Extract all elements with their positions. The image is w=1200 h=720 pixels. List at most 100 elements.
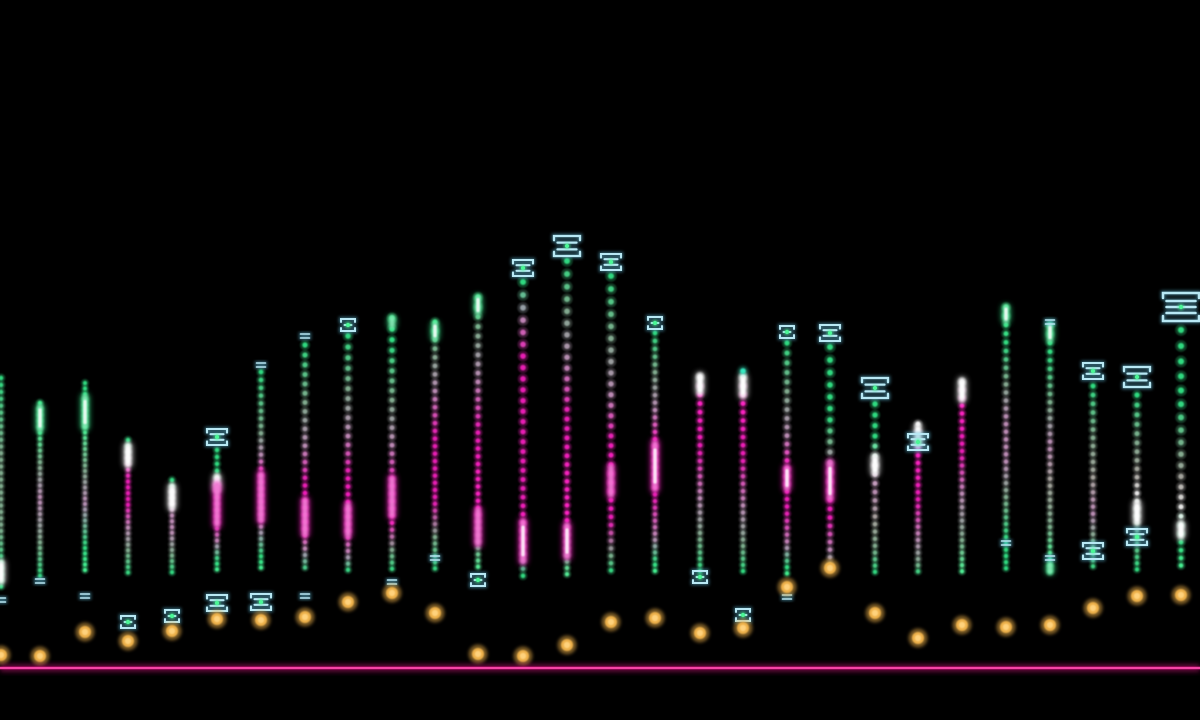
dot bbox=[1047, 469, 1053, 474]
dot bbox=[784, 539, 790, 544]
column-dots bbox=[738, 372, 748, 576]
dot bbox=[1090, 489, 1096, 495]
dot bbox=[1003, 473, 1009, 479]
dot bbox=[784, 350, 790, 356]
dot bbox=[1003, 381, 1009, 387]
dot bbox=[475, 558, 481, 563]
dot bbox=[37, 534, 43, 539]
dot bbox=[872, 521, 878, 527]
dot bbox=[0, 403, 4, 409]
marker-stroke bbox=[1122, 365, 1152, 389]
dot bbox=[520, 364, 526, 371]
orange-dot bbox=[645, 608, 665, 628]
dot-column bbox=[295, 332, 315, 627]
dot bbox=[784, 369, 790, 376]
dot bbox=[1090, 418, 1096, 424]
dot bbox=[345, 365, 351, 372]
dot bbox=[125, 531, 131, 536]
dot bbox=[915, 569, 921, 574]
dot bbox=[1003, 451, 1009, 457]
dot bbox=[1134, 457, 1140, 463]
dot bbox=[915, 489, 921, 495]
dot bbox=[827, 539, 833, 545]
marker-stroke bbox=[205, 427, 229, 447]
dot bbox=[0, 477, 4, 482]
dot bbox=[82, 529, 88, 534]
dot bbox=[608, 381, 614, 387]
dot bbox=[1047, 511, 1053, 516]
dot bbox=[37, 477, 43, 482]
dot bbox=[740, 503, 746, 508]
dot bbox=[1134, 561, 1140, 566]
dot bbox=[37, 465, 43, 471]
dot bbox=[915, 537, 921, 543]
dot bbox=[82, 446, 88, 452]
dot bbox=[1047, 504, 1053, 510]
dot bbox=[345, 424, 351, 430]
marker-stroke bbox=[552, 234, 582, 258]
dot bbox=[1090, 410, 1096, 416]
dot bbox=[959, 504, 965, 510]
dot-column bbox=[75, 378, 95, 642]
dot bbox=[1178, 494, 1184, 500]
dot bbox=[1047, 446, 1053, 452]
orange-dot bbox=[251, 610, 271, 630]
bracket-marker-icon bbox=[598, 251, 624, 273]
bracket-marker-icon bbox=[999, 539, 1013, 547]
glow-streak bbox=[870, 454, 880, 476]
dot bbox=[82, 496, 88, 501]
dot bbox=[1134, 440, 1140, 446]
dot bbox=[432, 487, 438, 493]
dot bbox=[82, 380, 88, 386]
dot bbox=[564, 283, 570, 290]
dot bbox=[740, 537, 746, 542]
marker-center-dot bbox=[1134, 374, 1140, 380]
dot bbox=[608, 568, 614, 573]
dot bbox=[432, 547, 438, 553]
dot bbox=[827, 428, 833, 434]
dot bbox=[520, 458, 526, 464]
dot bbox=[520, 329, 526, 336]
dot bbox=[1090, 497, 1096, 502]
dot bbox=[389, 434, 395, 440]
dot bbox=[82, 512, 88, 518]
marker-stroke bbox=[34, 578, 46, 584]
dot bbox=[1178, 547, 1184, 553]
dot bbox=[519, 278, 527, 286]
dot bbox=[475, 342, 481, 349]
marker-stroke bbox=[599, 252, 623, 272]
dot bbox=[959, 456, 965, 461]
dot bbox=[214, 538, 220, 543]
dot bbox=[1134, 490, 1140, 496]
dot bbox=[1003, 398, 1009, 404]
dot bbox=[214, 555, 220, 561]
dot bbox=[1178, 427, 1184, 434]
dot bbox=[82, 551, 88, 556]
dot bbox=[784, 552, 790, 557]
dot bbox=[608, 514, 614, 520]
marker-center-dot bbox=[564, 243, 570, 249]
dot-column bbox=[551, 233, 583, 655]
bracket-marker-icon bbox=[1080, 540, 1106, 562]
dot bbox=[475, 430, 481, 436]
dot bbox=[302, 490, 308, 496]
dot bbox=[872, 506, 878, 512]
dot bbox=[1003, 356, 1009, 363]
dot bbox=[740, 543, 746, 549]
dot bbox=[1003, 429, 1009, 435]
dot bbox=[564, 444, 570, 450]
dot bbox=[1047, 550, 1053, 556]
orange-dot bbox=[382, 583, 402, 603]
bracket-marker-icon bbox=[204, 426, 230, 448]
dot bbox=[475, 552, 481, 557]
dot bbox=[1003, 515, 1009, 520]
dot bbox=[959, 569, 965, 574]
orange-dot bbox=[690, 623, 710, 643]
dot bbox=[872, 563, 878, 568]
dot bbox=[1090, 474, 1096, 480]
dot bbox=[608, 497, 614, 503]
dot bbox=[652, 346, 658, 352]
dot bbox=[784, 424, 790, 430]
dot bbox=[784, 397, 790, 404]
marker-stroke bbox=[1044, 555, 1056, 561]
